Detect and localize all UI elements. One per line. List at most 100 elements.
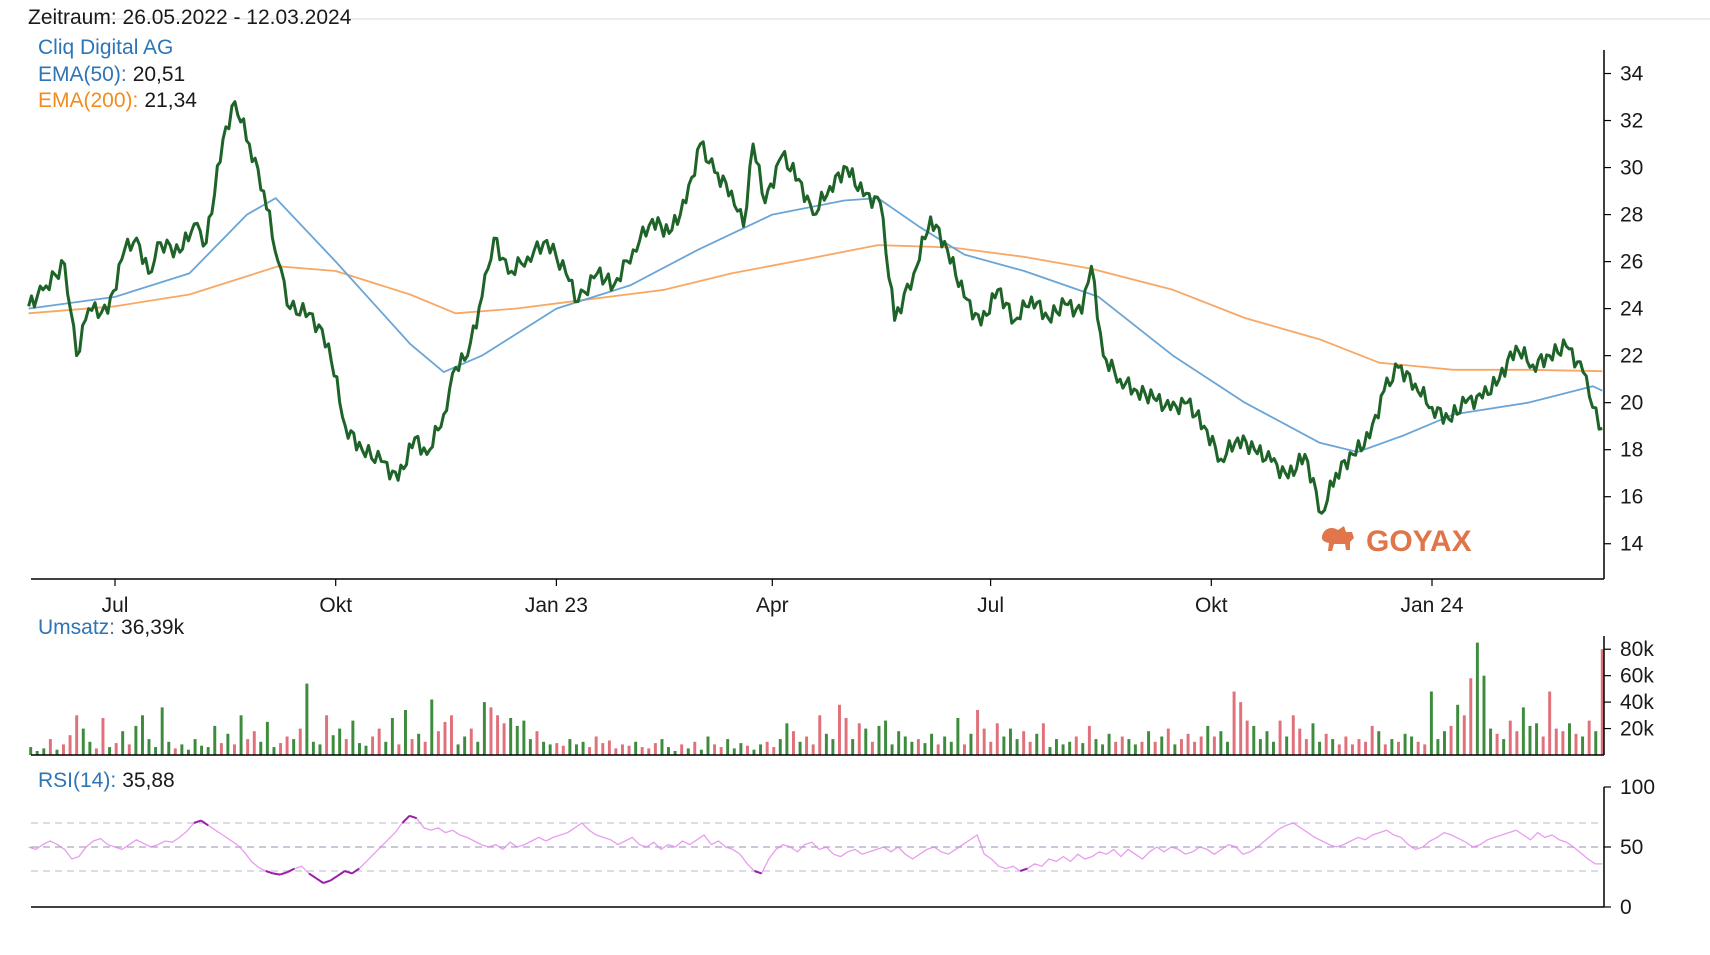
volume-bar [252, 731, 256, 755]
volume-bar [358, 743, 361, 755]
price-y-tick-label: 32 [1620, 110, 1643, 133]
volume-bar [463, 736, 467, 755]
volume-bar [601, 743, 605, 755]
volume-bar [1199, 736, 1203, 755]
volume-bar [575, 744, 578, 755]
volume-bar [1561, 731, 1565, 755]
volume-bar [870, 741, 874, 755]
volume-bar [1041, 723, 1045, 755]
price-y-tick-label: 14 [1620, 533, 1644, 556]
volume-bar [897, 731, 901, 755]
volume-bar [305, 683, 309, 755]
volume-bar [1107, 733, 1111, 755]
volume-bar [838, 704, 841, 755]
volume-bar [292, 739, 296, 755]
volume-bar [1272, 741, 1275, 755]
volume-bar [706, 736, 710, 755]
volume-bar [594, 736, 598, 755]
volume-bar [982, 728, 986, 755]
volume-bar [943, 736, 947, 755]
volume-bar [930, 733, 934, 755]
price-line [27, 100, 1603, 515]
volume-bar [792, 731, 795, 755]
volume-bar [272, 747, 276, 755]
volume-bar [759, 744, 763, 755]
volume-bar [502, 723, 506, 755]
volume-bar [469, 728, 473, 755]
volume-bar [127, 744, 131, 755]
volume-bar [1193, 741, 1197, 755]
volume-bar [233, 744, 236, 755]
rsi-extreme-segment [272, 872, 281, 876]
volume-bar [331, 735, 335, 755]
volume-bar [1377, 731, 1381, 755]
ema50-value: 20,51 [133, 63, 186, 86]
volume-bar [318, 744, 322, 755]
volume-bar [371, 736, 375, 755]
rsi-y-tick-label: 50 [1620, 836, 1643, 859]
volume-bar [489, 707, 493, 755]
volume-bar [285, 736, 289, 755]
rsi-extreme-segment [265, 870, 274, 875]
volume-bar [1114, 741, 1118, 755]
volume-bar [857, 723, 861, 755]
volume-bar [1403, 733, 1407, 755]
volume-bar [680, 744, 684, 755]
volume-bar [811, 744, 815, 755]
volume-bar [884, 720, 888, 755]
volume-bar [1508, 720, 1512, 755]
volume-bar [1482, 675, 1486, 755]
volume-bar [963, 744, 966, 755]
volume-bar [713, 744, 717, 755]
volume-bar [910, 741, 914, 755]
volume-bar [1002, 736, 1006, 755]
volume-bar [1528, 725, 1532, 755]
volume-bar [423, 741, 427, 755]
price-x-tick-label: Jul [977, 594, 1004, 617]
volume-bar [1324, 733, 1328, 755]
volume-bar [213, 725, 217, 755]
volume-bar [344, 739, 348, 755]
rsi-label: RSI(14): [38, 769, 116, 792]
ema50-line [28, 197, 1603, 453]
volume-bar [1462, 715, 1466, 755]
volume-bar [81, 728, 85, 755]
volume-bar [1318, 741, 1322, 755]
volume-bar [726, 739, 730, 755]
volume-bar [430, 699, 434, 755]
volume-bar [509, 718, 513, 755]
rsi-extreme-segment [754, 870, 762, 875]
volume-bar [647, 748, 651, 755]
volume-bar [364, 745, 368, 755]
volume-bar [1232, 691, 1236, 755]
volume-bar [1094, 739, 1098, 755]
volume-bar [154, 747, 158, 755]
volume-bar [1548, 691, 1552, 755]
volume-y-tick-label: 60k [1620, 665, 1654, 688]
volume-bar [94, 748, 98, 755]
volume-bar [1140, 741, 1144, 755]
volume-bar [311, 741, 315, 755]
volume-bar [443, 721, 447, 755]
volume-bar [496, 715, 500, 755]
volume-bar [1173, 744, 1177, 755]
rsi-extreme-segment [286, 867, 295, 874]
ema200-legend: EMA(200): 21,34 [38, 89, 197, 112]
volume-bar [1594, 731, 1598, 755]
volume-bar [134, 725, 138, 755]
volume-bar [62, 744, 65, 755]
volume-bar [1587, 720, 1591, 755]
volume-bar [831, 739, 835, 755]
price-x-tick-label: Okt [1195, 594, 1228, 617]
volume-bar [1568, 723, 1571, 755]
rsi-legend: RSI(14): 35,88 [38, 769, 175, 792]
volume-bar [778, 739, 782, 755]
volume-bar [279, 743, 283, 755]
volume-bar [1068, 741, 1072, 755]
volume-bar [351, 720, 355, 755]
volume-bar [88, 741, 92, 755]
rsi-panel: 0 50 100 [28, 776, 1655, 919]
ema200-label: EMA(200): [38, 89, 138, 112]
volume-bar [482, 702, 486, 755]
price-y-tick-label: 16 [1620, 486, 1643, 509]
